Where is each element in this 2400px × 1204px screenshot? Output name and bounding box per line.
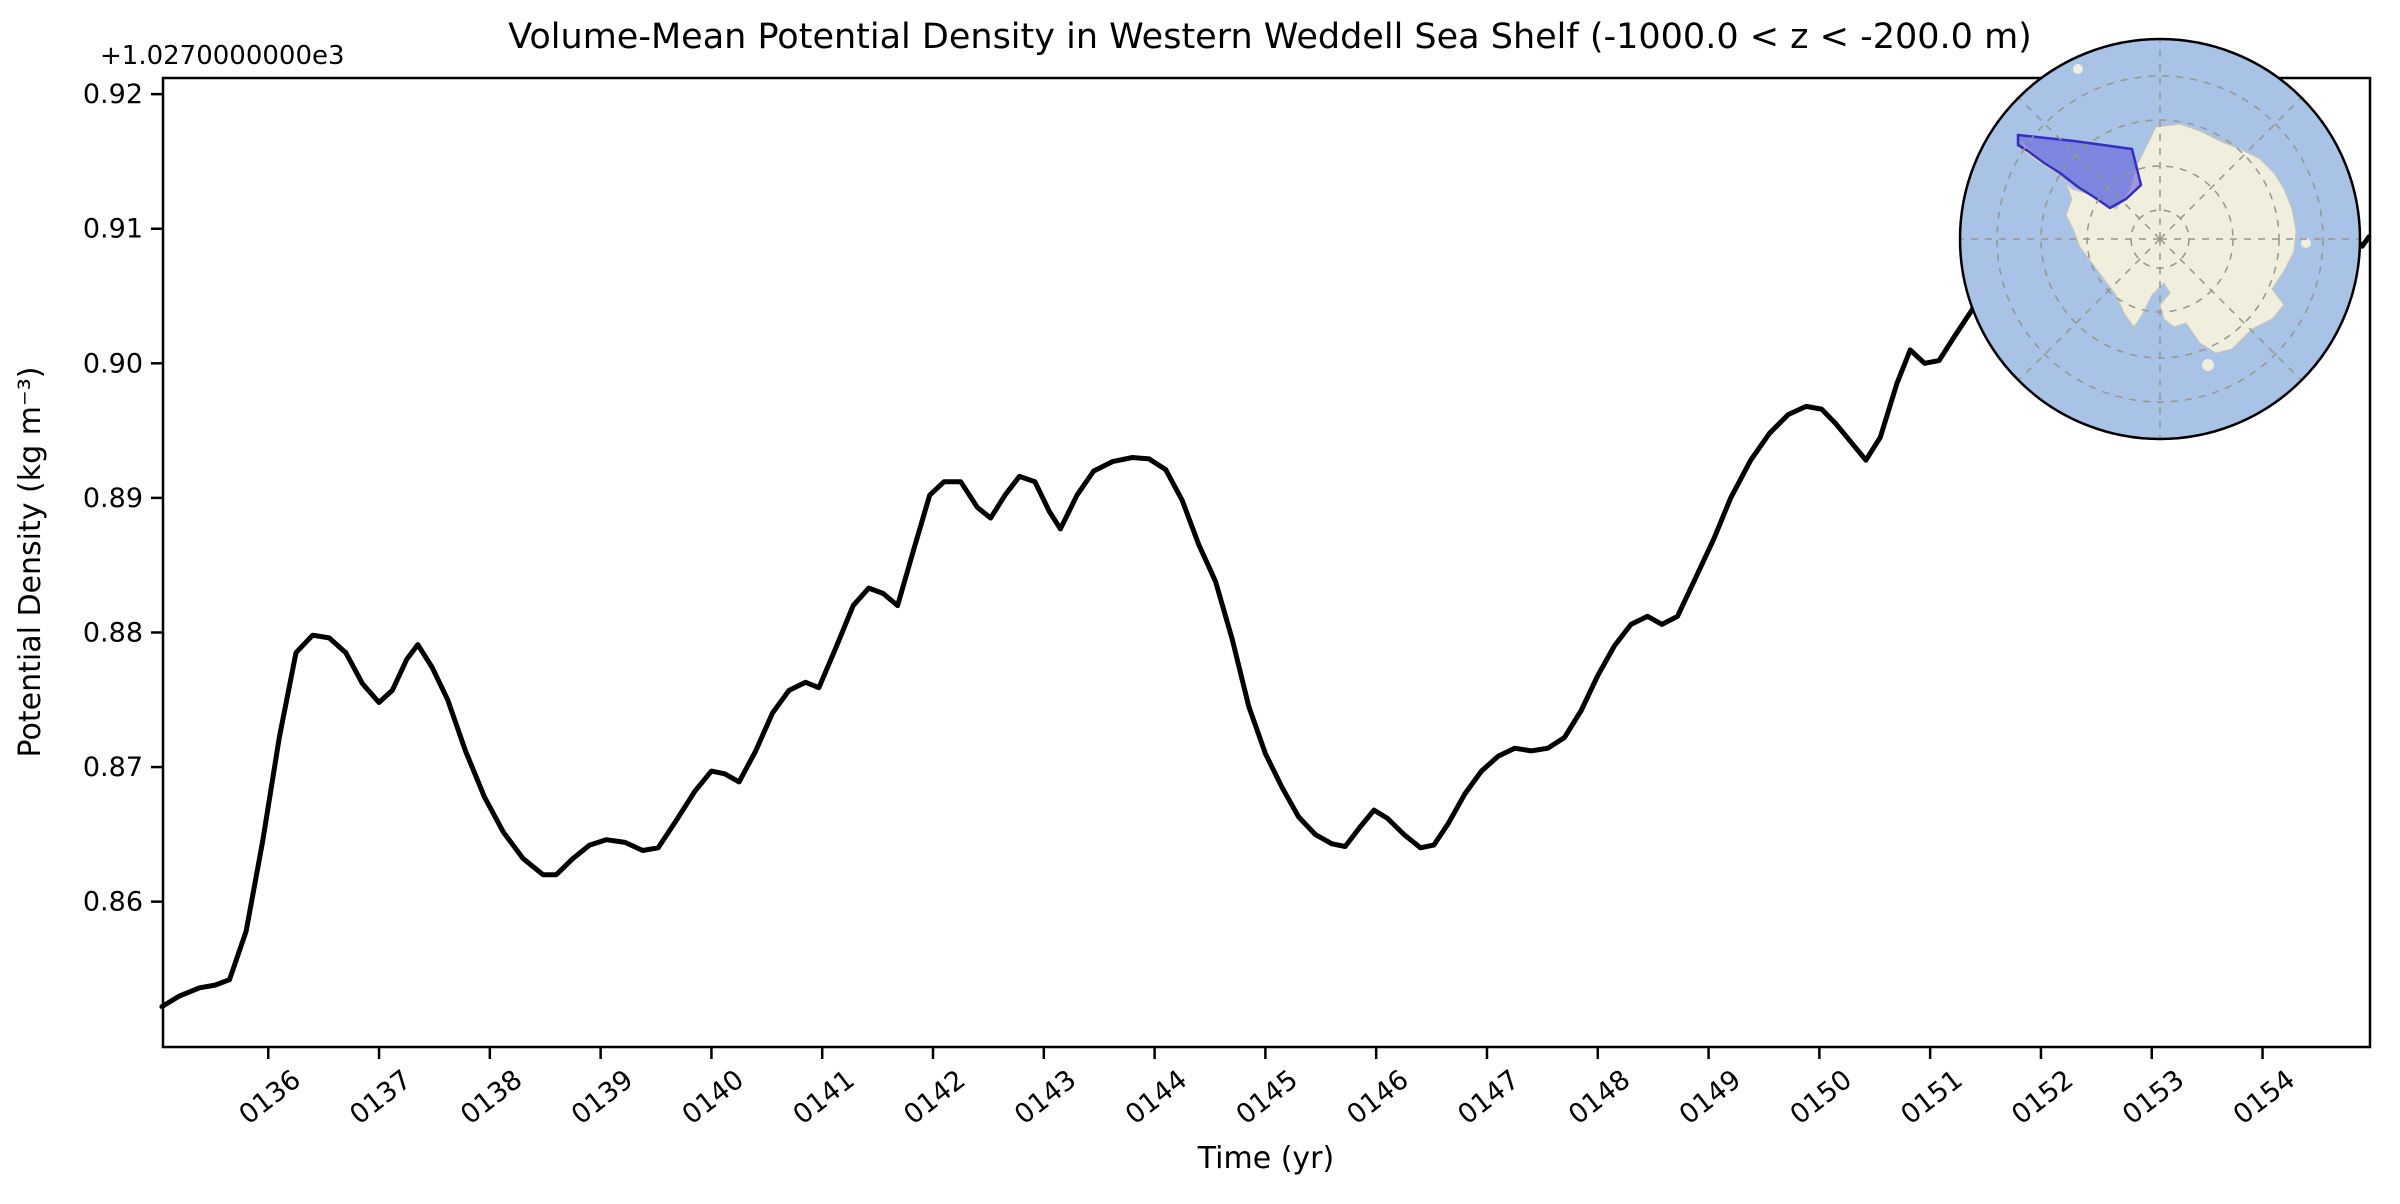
latitude-gridline (1996, 75, 2324, 403)
y-tick-label: 0.89 (83, 483, 143, 514)
antarctica-inset-map (1958, 37, 2362, 441)
x-tick-label: 0149 (1674, 1064, 1747, 1131)
map-boundary (1958, 37, 2362, 441)
x-tick-label: 0154 (2228, 1064, 2301, 1131)
x-tick-label: 0139 (566, 1064, 639, 1131)
longitude-gridline (2018, 238, 2161, 381)
x-tick-label: 0153 (2117, 1064, 2190, 1131)
x-tick-label: 0145 (1231, 1064, 1304, 1131)
x-tick-label: 0152 (2006, 1064, 2079, 1131)
x-tick-label: 0151 (1895, 1064, 1968, 1131)
density-curve (159, 132, 2372, 1010)
x-tick-label: 0150 (1785, 1064, 1858, 1131)
y-tick-label: 0.87 (83, 752, 143, 783)
x-tick-label: 0142 (898, 1064, 971, 1131)
y-tick-label: 0.86 (83, 887, 143, 918)
y-axis-ticks: 0.86 0.87 0.88 0.89 0.90 0.91 0.92 (83, 79, 163, 918)
longitude-gridline (2159, 238, 2302, 381)
island (2073, 64, 2083, 74)
x-axis-label: Time (yr) (1197, 1141, 1334, 1176)
y-tick-label: 0.88 (83, 617, 143, 648)
island (2301, 238, 2311, 248)
y-tick-label: 0.91 (83, 214, 143, 245)
x-tick-label: 0136 (233, 1064, 306, 1131)
x-tick-label: 0148 (1563, 1064, 1636, 1131)
y-tick-label: 0.92 (83, 79, 143, 110)
longitude-gridline (2018, 97, 2161, 240)
x-tick-label: 0147 (1452, 1064, 1525, 1131)
density-curve-layer (159, 132, 2372, 1010)
x-tick-label: 0137 (344, 1064, 417, 1131)
chart-title: Volume-Mean Potential Density in Western… (508, 17, 2032, 57)
y-axis-offset-text: +1.0270000000e3 (100, 41, 345, 71)
y-tick-label: 0.90 (83, 348, 143, 379)
y-axis-label: Potential Density (kg m⁻³) (13, 367, 48, 758)
island (2202, 359, 2214, 371)
x-axis-ticks: 0136 0137 0138 0139 0140 0141 0142 0143 0144 0145… (233, 1047, 2301, 1131)
x-tick-label: 0143 (1009, 1064, 1082, 1131)
x-tick-label: 0141 (787, 1064, 860, 1131)
inset-map-content (1960, 39, 2360, 439)
x-tick-label: 0138 (455, 1064, 528, 1131)
x-tick-label: 0146 (1341, 1064, 1414, 1131)
x-tick-label: 0144 (1120, 1064, 1193, 1131)
x-tick-label: 0140 (677, 1064, 750, 1131)
longitude-gridline (2159, 97, 2302, 240)
